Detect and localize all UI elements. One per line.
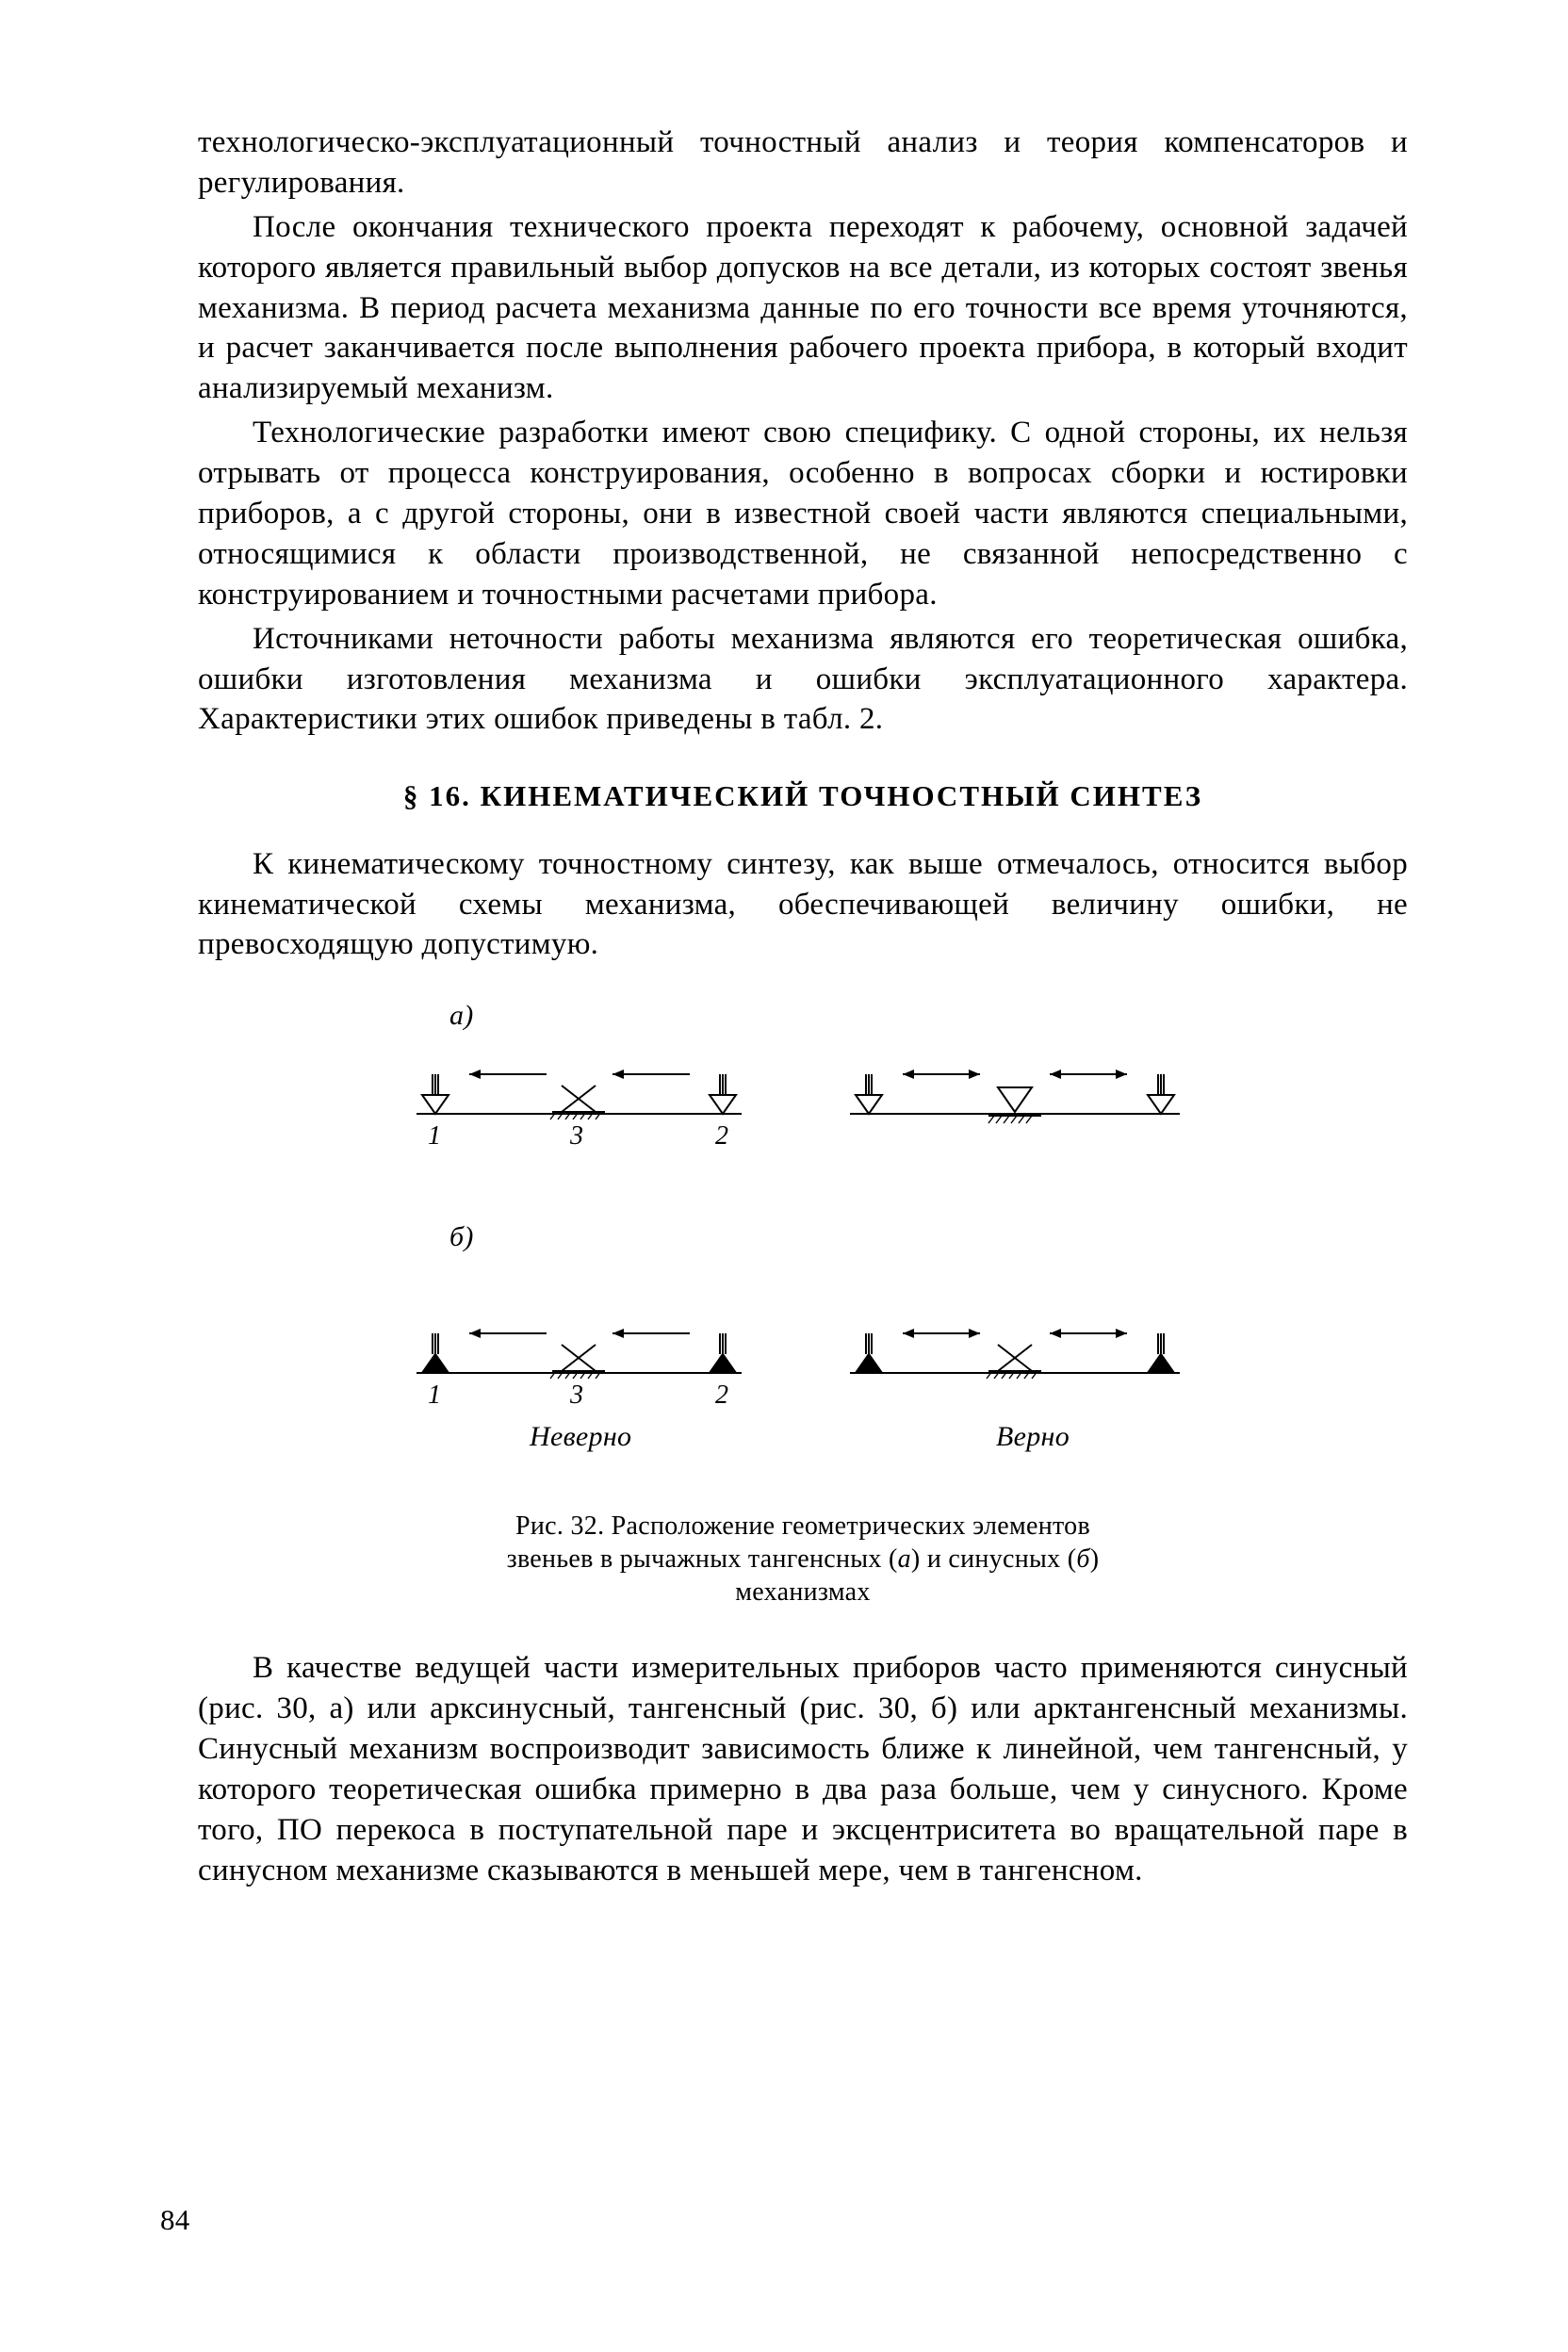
- fig-num-a1: 1: [428, 1119, 441, 1153]
- para-5: К кинематическому точностному синтезу, к…: [198, 844, 1408, 966]
- caption-line3: механизмах: [735, 1577, 870, 1607]
- figure-32-svg: [360, 999, 1246, 1489]
- fig-num-a3: 3: [570, 1119, 583, 1153]
- caption-line1: Рис. 32. Расположение геометрических эле…: [515, 1511, 1090, 1541]
- fig-num-b2: 2: [715, 1379, 728, 1413]
- caption-line2-mid: ) и синусных (: [911, 1544, 1076, 1574]
- para-2: После окончания технического проекта пер…: [198, 207, 1408, 409]
- figure-32-caption: Рис. 32. Расположение геометрических эле…: [379, 1510, 1227, 1609]
- fig-right-label: Верно: [996, 1418, 1070, 1455]
- caption-b: б: [1076, 1544, 1089, 1574]
- para-1: технологическо-эксплуатационный точностн…: [198, 122, 1408, 204]
- caption-line2-pre: звеньев в рычажных тангенсных (: [507, 1544, 898, 1574]
- para-6: В качестве ведущей части измерительных п…: [198, 1648, 1408, 1890]
- section-title: § 16. КИНЕМАТИЧЕСКИЙ ТОЧНОСТНЫЙ СИНТЕЗ: [198, 777, 1408, 815]
- caption-line2-post: ): [1090, 1544, 1100, 1574]
- fig-num-a2: 2: [715, 1119, 728, 1153]
- fig-label-a: а): [449, 997, 474, 1034]
- caption-a: а: [898, 1544, 911, 1574]
- para-4: Источниками неточности работы механизма …: [198, 619, 1408, 741]
- fig-num-b1: 1: [428, 1379, 441, 1413]
- fig-label-b: б): [449, 1218, 474, 1255]
- para-3: Технологические разработки имеют свою сп…: [198, 413, 1408, 614]
- figure-32: а) б) 1 3 2 1 3 2 Неверно Верно: [360, 999, 1246, 1609]
- page-number: 84: [160, 2201, 190, 2239]
- fig-wrong-label: Неверно: [530, 1418, 631, 1455]
- fig-num-b3: 3: [570, 1379, 583, 1413]
